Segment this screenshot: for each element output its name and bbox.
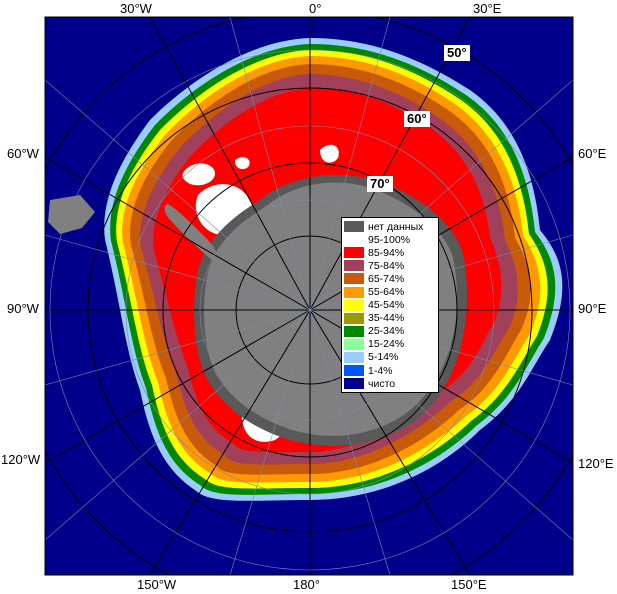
legend-item: 65-74% <box>344 272 436 285</box>
legend-swatch <box>344 365 364 377</box>
legend-swatch <box>344 351 364 363</box>
lat-label-50: 50° <box>444 45 470 61</box>
lon-label-top-30e: 30°E <box>473 1 502 16</box>
legend-item: 75-84% <box>344 259 436 272</box>
legend-item: 55-64% <box>344 285 436 298</box>
legend-item: нет данных <box>344 220 436 233</box>
legend-swatch <box>344 286 364 298</box>
legend-item: 15-24% <box>344 338 436 351</box>
lon-label-left-60w: 60°W <box>7 146 39 161</box>
legend-item: 1-4% <box>344 364 436 377</box>
legend-label: 75-84% <box>368 259 405 272</box>
legend-item: 35-44% <box>344 312 436 325</box>
legend-label: 5-14% <box>368 351 399 364</box>
legend-swatch <box>344 234 364 246</box>
ice-patch-95-100 <box>320 144 339 163</box>
legend-item: 85-94% <box>344 246 436 259</box>
legend-swatch <box>344 325 364 337</box>
lon-label-bottom-150e: 150°E <box>451 577 487 592</box>
legend: нет данных 95-100% 85-94% 75-84% 65-74% 55-64… <box>341 217 439 394</box>
map-border <box>44 16 574 576</box>
legend-item: 5-14% <box>344 351 436 364</box>
legend-label: 25-34% <box>368 325 405 338</box>
legend-swatch <box>344 378 364 390</box>
lon-label-right-90e: 90°E <box>578 301 607 316</box>
legend-swatch <box>344 221 364 233</box>
legend-label: 85-94% <box>368 246 405 259</box>
legend-label: 15-24% <box>368 338 405 351</box>
legend-label: 65-74% <box>368 272 405 285</box>
lon-label-bottom-180: 180° <box>293 577 320 592</box>
legend-swatch <box>344 312 364 324</box>
legend-item: 95-100% <box>344 233 436 246</box>
lon-label-left-90w: 90°W <box>7 301 39 316</box>
lon-label-left-120w: 120°W <box>1 452 41 467</box>
graticule <box>45 17 573 575</box>
lat-label-60: 60° <box>404 111 430 127</box>
legend-swatch <box>344 260 364 272</box>
legend-label: нет данных <box>368 220 424 233</box>
lon-label-right-120e: 120°E <box>578 456 614 471</box>
lon-label-top-30w: 30°W <box>120 1 152 16</box>
lon-label-right-60e: 60°E <box>578 146 607 161</box>
lon-label-top-0: 0° <box>309 1 322 16</box>
lon-label-bottom-150w: 150°W <box>137 577 177 592</box>
legend-label: 1-4% <box>368 364 393 377</box>
ice-patch-95-100 <box>234 157 250 170</box>
legend-label: 95-100% <box>368 233 411 246</box>
legend-label: 55-64% <box>368 286 405 299</box>
legend-swatch <box>344 338 364 350</box>
legend-item: 25-34% <box>344 325 436 338</box>
lat-label-70: 70° <box>367 176 393 192</box>
legend-label: 35-44% <box>368 312 405 325</box>
legend-label: чисто <box>368 377 396 390</box>
ice-patch-95-100 <box>182 163 216 186</box>
legend-swatch <box>344 247 364 259</box>
legend-swatch <box>344 299 364 311</box>
legend-item: 45-54% <box>344 299 436 312</box>
south-america-land <box>48 195 95 234</box>
legend-item: чисто <box>344 377 436 390</box>
legend-swatch <box>344 273 364 285</box>
antarctic-peninsula <box>164 204 217 262</box>
legend-label: 45-54% <box>368 299 405 312</box>
